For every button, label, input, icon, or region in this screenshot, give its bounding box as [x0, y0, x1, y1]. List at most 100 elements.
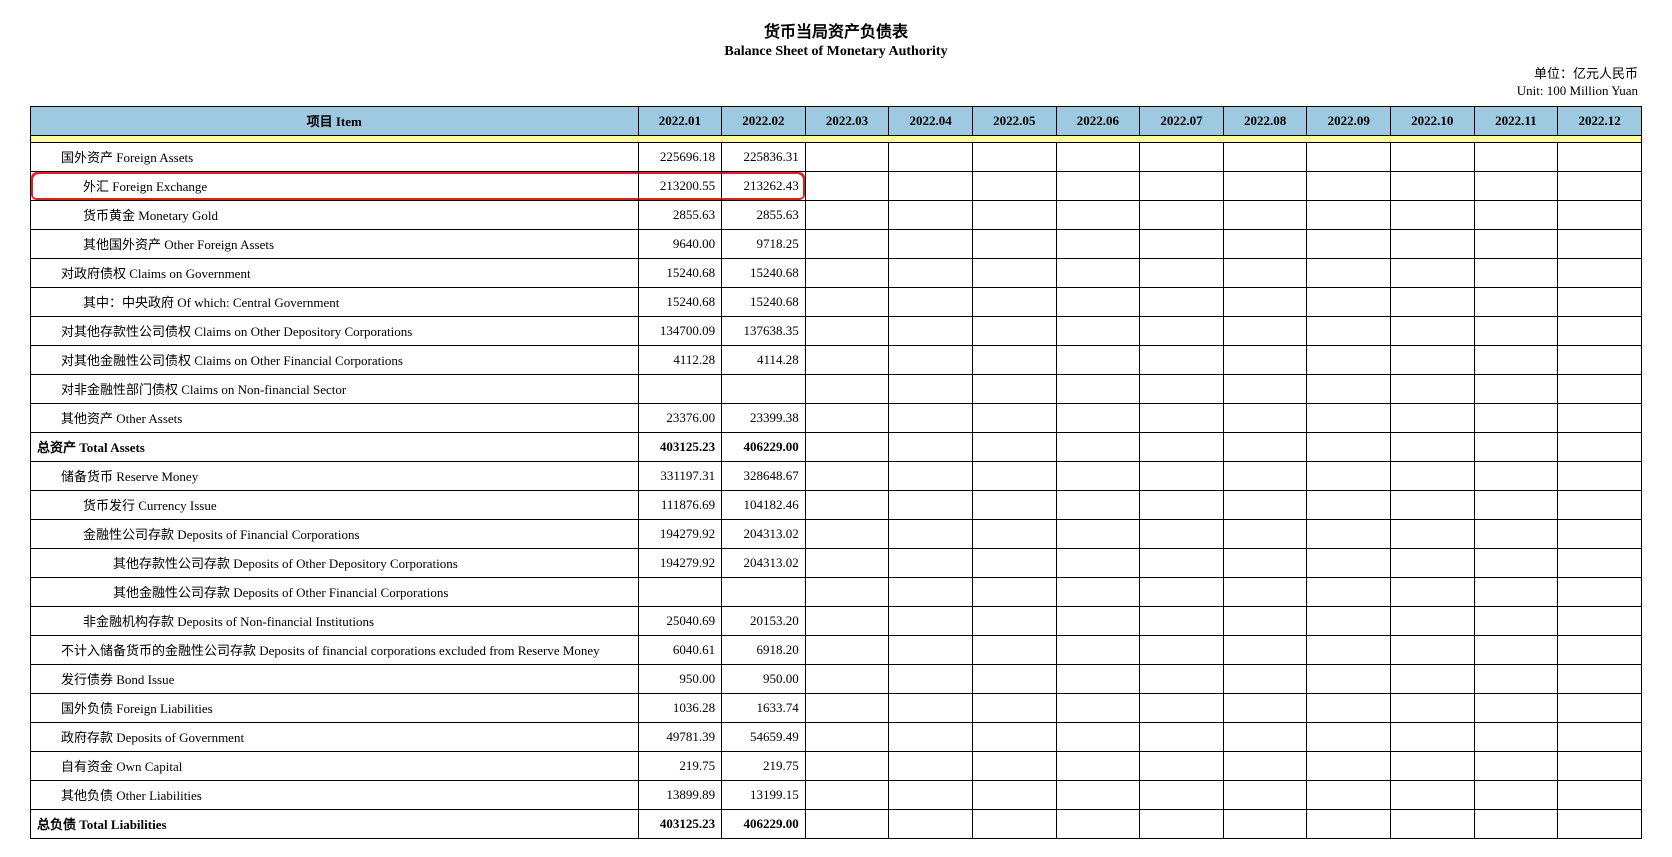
- row-label: 货币黄金 Monetary Gold: [31, 200, 639, 229]
- cell: [1223, 548, 1307, 577]
- cell: [972, 258, 1056, 287]
- cell: [1140, 287, 1224, 316]
- cell: [889, 316, 973, 345]
- cell: 1036.28: [638, 693, 722, 722]
- cell: [1474, 635, 1558, 664]
- cell: [1474, 258, 1558, 287]
- cell: [972, 751, 1056, 780]
- cell: [889, 664, 973, 693]
- table-row: 对其他存款性公司债权 Claims on Other Depository Co…: [31, 316, 1642, 345]
- cell: [1140, 577, 1224, 606]
- cell: [889, 490, 973, 519]
- cell: [1558, 287, 1642, 316]
- table-row: 货币发行 Currency Issue111876.69104182.46: [31, 490, 1642, 519]
- cell: [1391, 200, 1475, 229]
- row-label: 其他负债 Other Liabilities: [31, 780, 639, 809]
- cell: [889, 374, 973, 403]
- cell: [805, 171, 889, 200]
- cell: [972, 664, 1056, 693]
- cell: [1140, 171, 1224, 200]
- cell: [1140, 519, 1224, 548]
- cell: [1558, 519, 1642, 548]
- cell: [805, 664, 889, 693]
- cell: [1056, 664, 1140, 693]
- table-body: 国外资产 Foreign Assets225696.18225836.31外汇 …: [31, 142, 1642, 838]
- spacer-row: [31, 135, 1642, 142]
- cell: [972, 432, 1056, 461]
- cell: [1474, 287, 1558, 316]
- cell: 9718.25: [722, 229, 806, 258]
- cell: 2855.63: [722, 200, 806, 229]
- table-row: 其他金融性公司存款 Deposits of Other Financial Co…: [31, 577, 1642, 606]
- row-label: 金融性公司存款 Deposits of Financial Corporatio…: [31, 519, 639, 548]
- cell: [1558, 577, 1642, 606]
- cell: [1474, 751, 1558, 780]
- cell: [1223, 432, 1307, 461]
- row-label: 其他存款性公司存款 Deposits of Other Depository C…: [31, 548, 639, 577]
- cell: [972, 229, 1056, 258]
- cell: [1474, 374, 1558, 403]
- cell: 4112.28: [638, 345, 722, 374]
- cell: [1307, 780, 1391, 809]
- cell: [1223, 577, 1307, 606]
- cell: [1558, 809, 1642, 838]
- cell: 213200.55: [638, 171, 722, 200]
- cell: [1223, 258, 1307, 287]
- cell: 406229.00: [722, 809, 806, 838]
- cell: [1056, 577, 1140, 606]
- cell: 13899.89: [638, 780, 722, 809]
- row-label: 其他金融性公司存款 Deposits of Other Financial Co…: [31, 577, 639, 606]
- cell: [1223, 722, 1307, 751]
- cell: [1307, 374, 1391, 403]
- cell: [805, 374, 889, 403]
- cell: [805, 432, 889, 461]
- cell: [1558, 403, 1642, 432]
- cell: [1056, 809, 1140, 838]
- cell: [1474, 693, 1558, 722]
- cell: [1307, 258, 1391, 287]
- cell: [1307, 316, 1391, 345]
- cell: [1391, 403, 1475, 432]
- header-row: 项目 Item 2022.01 2022.02 2022.03 2022.04 …: [31, 106, 1642, 135]
- cell: [1140, 809, 1224, 838]
- cell: [972, 200, 1056, 229]
- cell: [805, 635, 889, 664]
- cell: [1391, 432, 1475, 461]
- cell: 134700.09: [638, 316, 722, 345]
- cell: [1223, 287, 1307, 316]
- cell: 406229.00: [722, 432, 806, 461]
- cell: [1307, 403, 1391, 432]
- header-month: 2022.05: [972, 106, 1056, 135]
- cell: [1223, 519, 1307, 548]
- cell: 23399.38: [722, 403, 806, 432]
- cell: [1307, 693, 1391, 722]
- cell: 403125.23: [638, 809, 722, 838]
- cell: [889, 809, 973, 838]
- cell: [805, 229, 889, 258]
- cell: [1223, 635, 1307, 664]
- cell: 23376.00: [638, 403, 722, 432]
- cell: [1056, 403, 1140, 432]
- cell: [1474, 432, 1558, 461]
- cell: [1391, 722, 1475, 751]
- cell: [889, 142, 973, 171]
- title-cn: 货币当局资产负债表: [30, 18, 1642, 42]
- row-label: 其他资产 Other Assets: [31, 403, 639, 432]
- row-label: 总资产 Total Assets: [31, 432, 639, 461]
- row-label: 对其他金融性公司债权 Claims on Other Financial Cor…: [31, 345, 639, 374]
- cell: [638, 374, 722, 403]
- cell: [972, 171, 1056, 200]
- cell: [972, 722, 1056, 751]
- cell: [1056, 200, 1140, 229]
- cell: [1307, 548, 1391, 577]
- cell: [1391, 287, 1475, 316]
- cell: 403125.23: [638, 432, 722, 461]
- cell: [805, 345, 889, 374]
- table-row: 国外负债 Foreign Liabilities1036.281633.74: [31, 693, 1642, 722]
- cell: [1391, 780, 1475, 809]
- cell: [972, 693, 1056, 722]
- cell: [1558, 548, 1642, 577]
- cell: [805, 403, 889, 432]
- cell: [1391, 258, 1475, 287]
- cell: [1474, 577, 1558, 606]
